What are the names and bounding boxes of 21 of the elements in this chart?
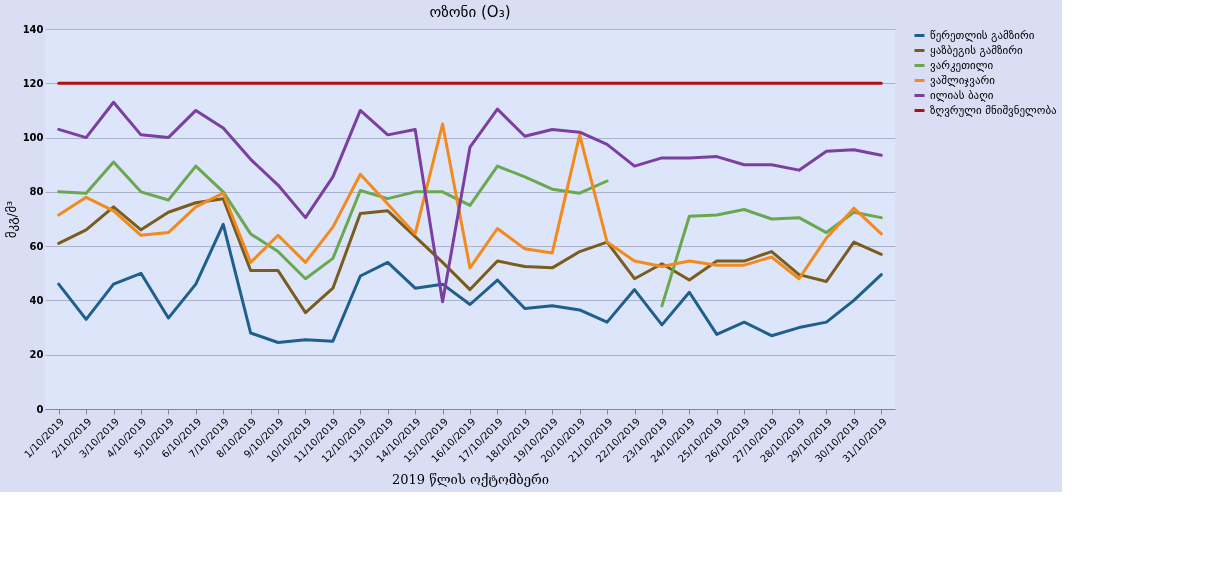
line-series [57, 100, 883, 304]
x-axis-title: 2019 წლის ოქტომბერი [391, 472, 550, 488]
line-series [57, 197, 883, 315]
y-tick-label: 140 [22, 23, 44, 35]
legend-label: ზღვრული მნიშვნელობა [930, 103, 1058, 117]
chart-title: ოზონი (O₃) [429, 3, 511, 21]
y-tick-label: 20 [29, 349, 44, 361]
legend-label: ვაშლიჯვარი [930, 73, 996, 87]
legend-label: ვარკეთილი [930, 58, 994, 72]
line-series [57, 122, 883, 281]
y-tick-label: 100 [22, 132, 44, 144]
legend-label: ყაზბეგის გამზირი [930, 43, 1024, 57]
y-tick-label: 0 [36, 403, 44, 415]
y-tick-label: 60 [29, 240, 44, 252]
y-tick-label: 80 [29, 186, 44, 198]
y-tick-label: 40 [29, 294, 44, 306]
y-tick-label: 120 [22, 77, 44, 89]
legend-label: წერეთლის გამზირი [930, 28, 1035, 42]
line-series [57, 222, 883, 344]
legend-label: ილიას ბაღი [930, 88, 994, 102]
y-axis-title: მკგ/მ³ [3, 200, 19, 239]
